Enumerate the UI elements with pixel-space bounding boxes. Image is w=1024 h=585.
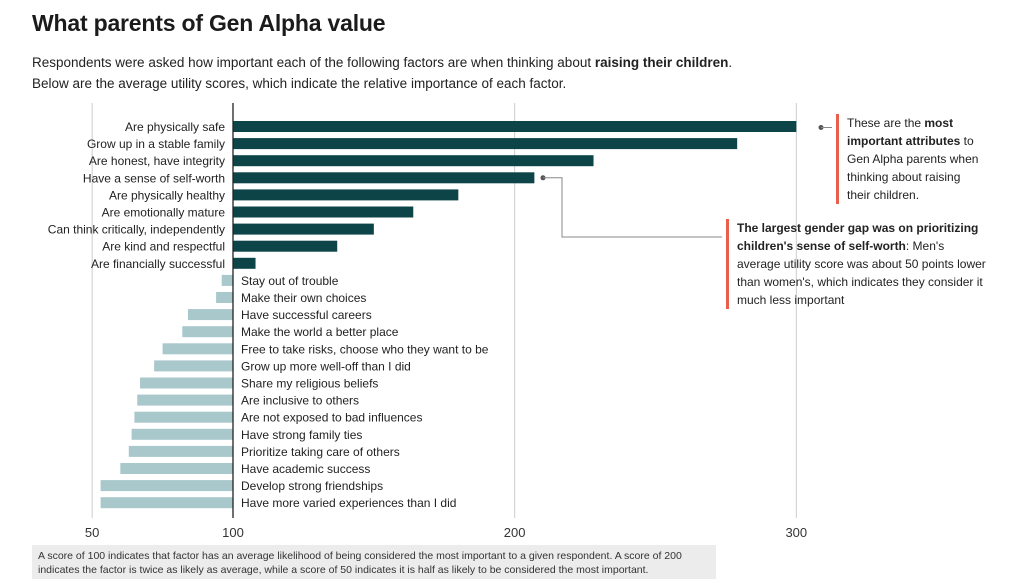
annotation-top-attributes: These are the most important attributes … — [836, 114, 987, 204]
subtitle-line1-pre: Respondents were asked how important eac… — [32, 55, 595, 70]
subtitle-line1-bold: raising their children — [594, 55, 729, 70]
category-label: Have more varied experiences than I did — [241, 496, 456, 510]
bar — [233, 240, 338, 252]
bar — [221, 274, 233, 286]
subtitle-line2: Below are the average utility scores, wh… — [32, 76, 567, 91]
category-label: Are physically safe — [125, 120, 225, 134]
bar — [120, 463, 233, 474]
bar — [100, 497, 233, 509]
bar — [128, 445, 233, 457]
category-label: Are honest, have integrity — [89, 154, 225, 168]
category-label: Are inclusive to others — [241, 394, 359, 408]
category-label: Have academic success — [241, 462, 370, 476]
bar — [233, 121, 797, 132]
x-tick-label: 300 — [785, 525, 807, 540]
category-label: Make their own choices — [241, 291, 366, 305]
bar — [216, 292, 233, 303]
bar — [131, 428, 233, 440]
x-tick-label: 200 — [504, 525, 526, 540]
bar — [140, 377, 233, 389]
category-label: Develop strong friendships — [241, 479, 383, 493]
category-label: Grow up more well-off than I did — [241, 359, 411, 373]
annotation-leader-gap — [543, 177, 722, 238]
x-tick-label: 50 — [85, 525, 99, 540]
bar — [233, 223, 374, 235]
category-label: Prioritize taking care of others — [241, 445, 400, 459]
category-label: Are kind and respectful — [102, 240, 225, 254]
bar — [162, 343, 233, 355]
bar — [137, 394, 233, 406]
x-tick-label: 100 — [222, 525, 244, 540]
bar — [182, 326, 233, 338]
annotation-gender-gap: The largest gender gap was on prioritizi… — [726, 219, 989, 309]
category-label: Can think critically, independently — [48, 223, 225, 237]
category-label: Are physically healthy — [109, 188, 225, 202]
category-label: Stay out of trouble — [241, 274, 339, 288]
bar — [134, 411, 233, 423]
category-label: Have a sense of self-worth — [83, 171, 225, 185]
annotation-top-post: to Gen Alpha parents when thinking about… — [847, 134, 979, 202]
category-label: Have successful careers — [241, 308, 372, 322]
bar — [100, 480, 233, 492]
bar — [233, 206, 414, 218]
bar — [154, 360, 233, 372]
bar — [233, 172, 535, 184]
annotation-gap-post: : Men's average utility score was about … — [737, 239, 986, 307]
bar — [187, 309, 233, 321]
bar — [233, 257, 256, 269]
category-label: Have strong family ties — [241, 428, 362, 442]
category-label: Free to take risks, choose who they want… — [241, 342, 489, 356]
bar — [233, 189, 459, 201]
subtitle-line1-post: . — [728, 55, 733, 70]
annotation-top-pre: These are the — [847, 116, 925, 130]
category-label: Share my religious beliefs — [241, 377, 378, 391]
bar — [233, 155, 594, 167]
bar — [233, 138, 738, 150]
annotation-gap-bold: The largest gender gap was on prioritizi… — [737, 221, 979, 253]
category-label: Are emotionally mature — [102, 206, 226, 220]
category-label: Are financially successful — [91, 257, 225, 271]
page-title: What parents of Gen Alpha value — [32, 10, 386, 36]
footnote: A score of 100 indicates that factor has… — [32, 545, 716, 579]
category-label: Make the world a better place — [241, 325, 399, 339]
category-label: Are not exposed to bad influences — [241, 411, 422, 425]
category-label: Grow up in a stable family — [87, 137, 225, 151]
annotation-top-bold: most important attributes — [847, 116, 961, 148]
chart-subtitle: Respondents were asked how important eac… — [32, 52, 792, 94]
